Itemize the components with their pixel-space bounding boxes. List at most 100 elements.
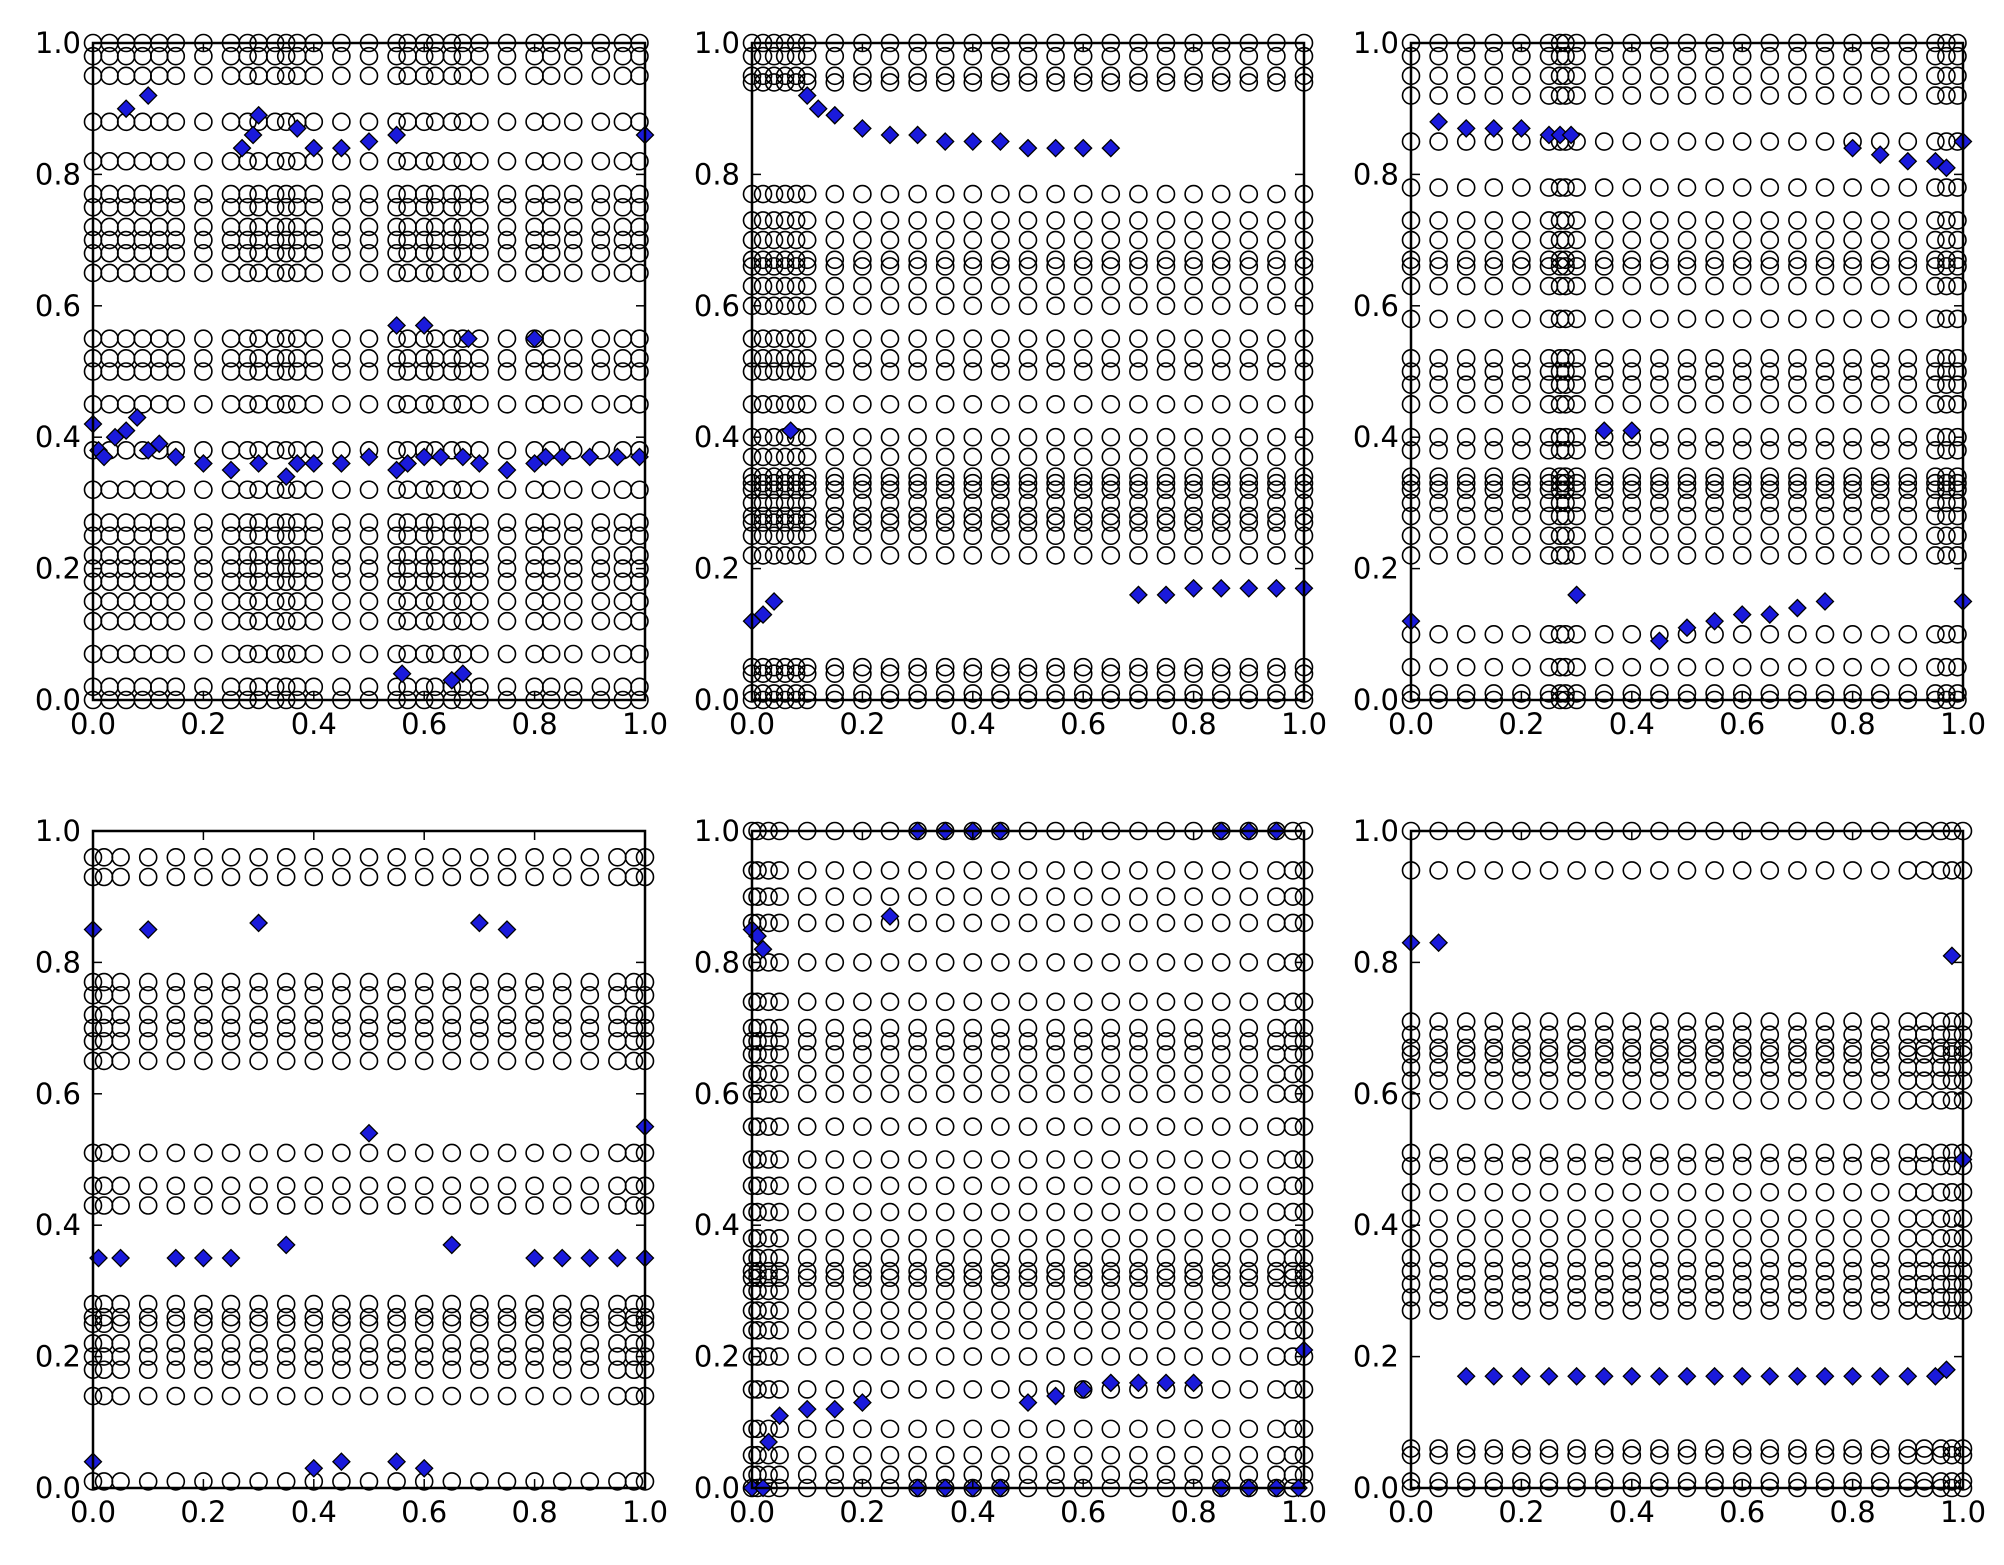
diamond-marker	[1760, 1366, 1780, 1386]
circle-marker	[775, 362, 795, 381]
circle-marker	[1073, 913, 1093, 933]
circle-marker	[387, 1018, 406, 1038]
circle-marker	[880, 211, 900, 230]
circle-marker	[1567, 861, 1586, 880]
circle-marker	[1456, 1012, 1476, 1031]
circle-marker	[414, 847, 434, 867]
circle-marker	[1898, 624, 1918, 644]
circle-marker	[963, 1064, 983, 1084]
circle-marker	[1484, 86, 1504, 105]
circle-marker	[1622, 441, 1642, 460]
diamond-marker	[249, 454, 269, 473]
circle-marker	[442, 1143, 462, 1163]
circle-marker	[166, 395, 186, 414]
circle-marker	[1732, 1445, 1752, 1465]
circle-marker	[963, 1176, 983, 1196]
circle-marker	[1594, 1143, 1614, 1163]
circle-marker	[470, 1005, 489, 1025]
circle-marker	[387, 1051, 406, 1071]
circle-marker	[1239, 329, 1259, 348]
circle-marker	[1594, 1261, 1614, 1281]
circle-marker	[825, 1229, 845, 1248]
circle-marker	[825, 1018, 845, 1038]
circle-marker	[764, 349, 784, 368]
circle-marker	[1594, 178, 1614, 197]
circle-marker	[470, 847, 489, 867]
circle-marker	[748, 1465, 767, 1485]
circle-marker	[1156, 73, 1176, 92]
circle-marker	[304, 197, 324, 217]
circle-marker	[1650, 1058, 1669, 1077]
circle-marker	[497, 1334, 517, 1353]
y-tick-label: 0.6	[35, 289, 81, 323]
circle-marker	[221, 1472, 241, 1491]
circle-marker	[1760, 349, 1780, 368]
circle-marker	[332, 513, 351, 532]
circle-marker	[138, 1334, 158, 1353]
circle-marker	[1926, 86, 1945, 105]
circle-marker	[1815, 493, 1835, 513]
circle-marker	[221, 1196, 241, 1215]
circle-marker	[880, 46, 900, 66]
circle-marker	[1622, 1248, 1642, 1268]
circle-marker	[1429, 684, 1448, 703]
circle-marker	[1512, 1183, 1531, 1202]
circle-marker	[1129, 513, 1148, 532]
circle-marker	[332, 847, 351, 867]
circle-marker	[1567, 66, 1586, 86]
circle-marker	[963, 1084, 983, 1104]
circle-marker	[1211, 46, 1231, 66]
circle-marker	[1622, 1288, 1642, 1307]
diamond-marker	[990, 132, 1010, 151]
circle-marker	[1073, 427, 1093, 447]
diamond-marker	[331, 454, 351, 473]
circle-marker	[1484, 46, 1504, 66]
circle-marker	[1705, 1209, 1724, 1228]
circle-marker	[1129, 1301, 1148, 1320]
circle-marker	[1594, 309, 1614, 329]
circle-marker	[853, 296, 872, 316]
circle-marker	[1760, 427, 1780, 447]
circle-marker	[1622, 506, 1642, 526]
circle-marker	[414, 1051, 434, 1071]
circle-marker	[1456, 349, 1476, 368]
circle-marker	[853, 546, 872, 565]
diamond-marker	[1732, 605, 1752, 625]
circle-marker	[111, 1294, 130, 1314]
circle-marker	[1870, 250, 1890, 270]
circle-marker	[1931, 1012, 1951, 1031]
x-tick-label: 0.6	[1719, 1495, 1765, 1529]
y-tick-label: 0.8	[35, 945, 81, 979]
circle-marker	[1788, 473, 1807, 493]
diamond-marker	[536, 447, 556, 467]
circle-marker	[265, 217, 285, 237]
circle-marker	[525, 867, 544, 887]
circle-marker	[1677, 257, 1697, 276]
circle-marker	[1650, 395, 1669, 414]
circle-marker	[1018, 467, 1038, 486]
circle-marker	[1129, 1347, 1148, 1366]
circle-marker	[1567, 657, 1586, 677]
circle-marker	[1650, 546, 1669, 565]
circle-marker	[1429, 1261, 1448, 1281]
circle-marker	[880, 467, 900, 486]
y-tick-label: 0.2	[694, 552, 740, 586]
circle-marker	[908, 1064, 927, 1084]
circle-marker	[935, 684, 955, 703]
circle-marker	[414, 197, 434, 217]
circle-marker	[770, 1176, 789, 1196]
circle-marker	[748, 1301, 767, 1320]
circle-marker	[797, 887, 817, 907]
circle-marker	[748, 992, 767, 1012]
circle-marker	[1926, 526, 1945, 546]
diamond-marker	[1511, 118, 1531, 138]
circle-marker	[552, 1143, 572, 1163]
circle-marker	[1705, 684, 1724, 703]
circle-marker	[759, 1301, 778, 1320]
circle-marker	[552, 1334, 572, 1353]
circle-marker	[359, 362, 379, 381]
circle-marker	[1650, 861, 1669, 880]
circle-marker	[359, 972, 379, 992]
circle-marker	[991, 664, 1010, 684]
circle-marker	[786, 257, 806, 276]
